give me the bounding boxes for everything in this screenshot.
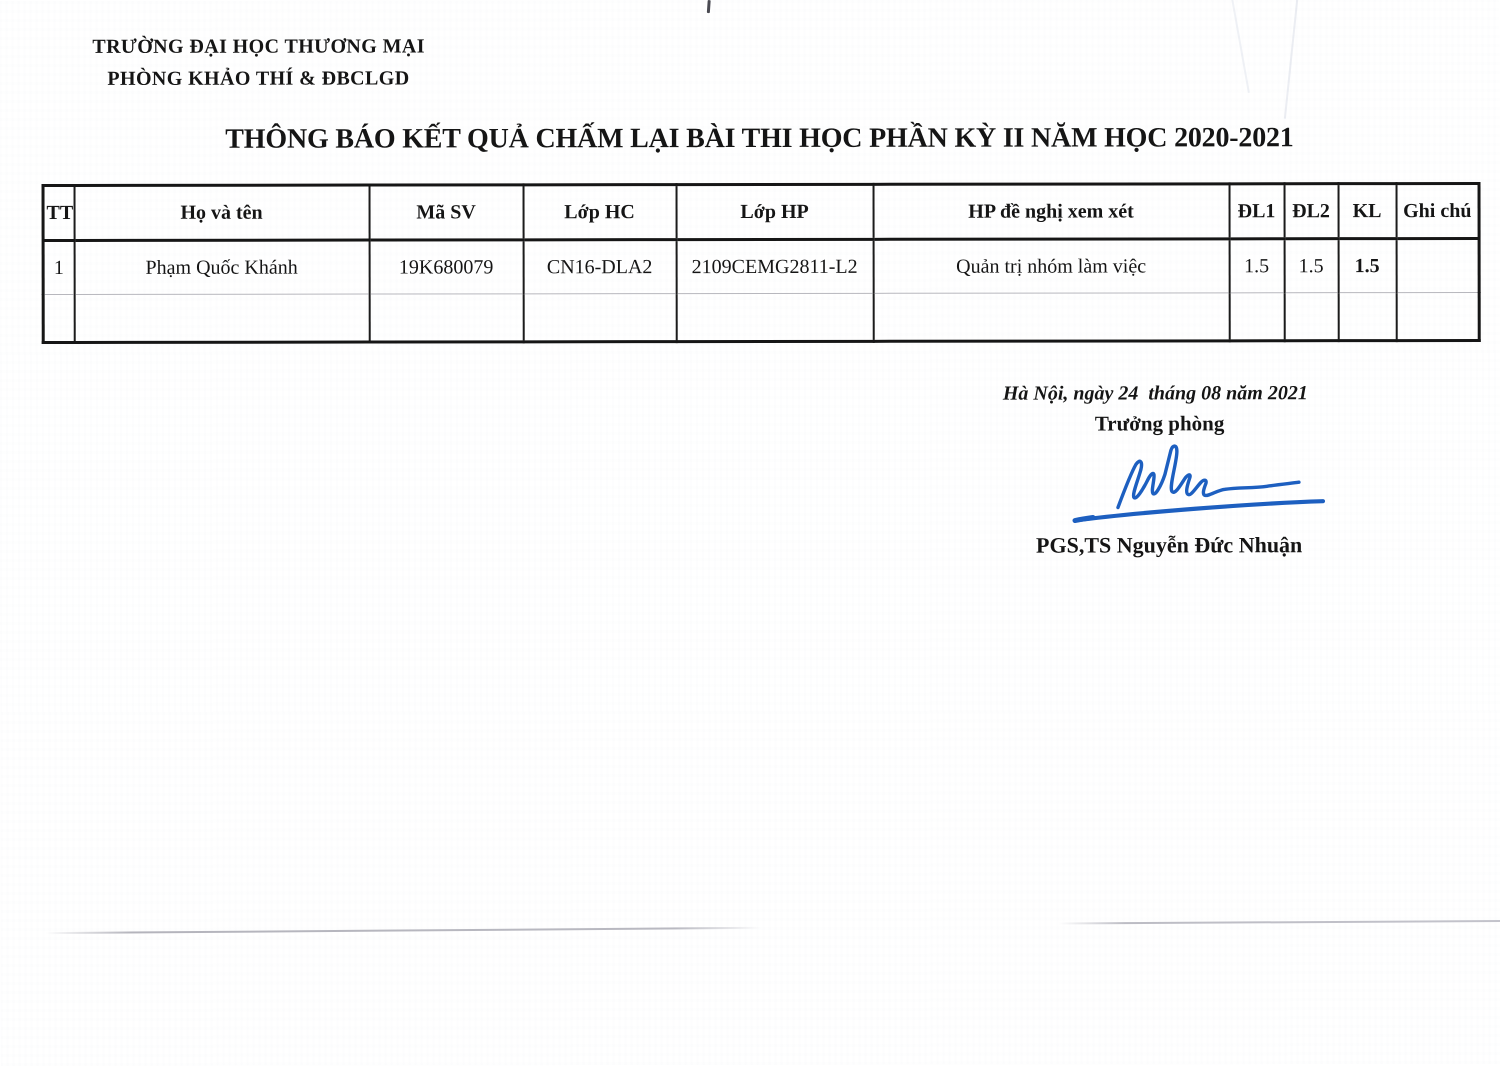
date-place-line: Hà Nội, ngày 24 tháng 08 năm 2021: [1002, 382, 1308, 405]
cell-ho-va-ten: Phạm Quốc Khánh: [74, 240, 370, 295]
cell-dl2: 1.5: [1284, 238, 1339, 293]
header-cell-hp-de-nghi: HP đề nghị xem xét: [873, 183, 1230, 240]
document-title: THÔNG BÁO KẾT QUẢ CHẤM LẠI BÀI THI HỌC P…: [225, 122, 1294, 155]
department-name: PHÒNG KHẢO THÍ & ĐBCLGD: [107, 67, 410, 90]
cell-ma-sv: [369, 293, 524, 343]
cell-lop-hc: [523, 293, 677, 342]
cell-lop-hp: 2109CEMG2811-L2: [676, 239, 874, 294]
cell-lop-hp: [676, 293, 874, 342]
cell-hp-de-nghi: Quản trị nhóm làm việc: [873, 238, 1230, 294]
regrade-results-table: TT Họ và tên Mã SV Lớp HC Lớp HP HP đề n…: [41, 181, 1481, 344]
cell-dl2: [1284, 292, 1339, 341]
cell-ghi-chu: [1396, 292, 1480, 341]
header-cell-kl: KL: [1338, 183, 1397, 239]
cell-dl1: 1.5: [1229, 238, 1285, 293]
cell-tt: 1: [43, 240, 75, 295]
signer-role: Trưởng phòng: [1094, 411, 1225, 436]
scan-artifact-line-right: [1058, 919, 1500, 925]
table-header-row: TT Họ và tên Mã SV Lớp HC Lớp HP HP đề n…: [43, 183, 1480, 241]
cell-dl1: [1229, 292, 1285, 341]
header-cell-dl1: ĐL1: [1229, 183, 1285, 239]
table-row: 1 Phạm Quốc Khánh 19K680079 CN16-DLA2 21…: [43, 238, 1480, 295]
header-cell-ghi-chu: Ghi chú: [1396, 183, 1480, 239]
cell-kl: [1338, 292, 1397, 341]
header-cell-dl2: ĐL2: [1284, 183, 1339, 239]
cell-tt: [43, 294, 75, 343]
scan-crease-mark: [1283, 0, 1299, 119]
header-cell-tt: TT: [43, 185, 75, 241]
handwritten-signature-icon: [1072, 444, 1326, 524]
cell-hp-de-nghi: [873, 292, 1230, 342]
header-cell-ho-va-ten: Họ và tên: [74, 185, 370, 241]
cell-kl: 1.5: [1338, 238, 1397, 293]
cell-ma-sv: 19K680079: [369, 239, 524, 295]
signer-name: PGS,TS Nguyễn Đức Nhuận: [1036, 532, 1303, 558]
cell-ghi-chu: [1396, 238, 1480, 293]
scan-artifact-tick: [706, 0, 711, 14]
header-cell-ma-sv: Mã SV: [369, 184, 524, 241]
header-cell-lop-hc: Lớp HC: [523, 184, 677, 240]
header-cell-lop-hp: Lớp HP: [676, 184, 874, 240]
scan-artifact-line-left: [45, 926, 761, 935]
scan-crease-mark: [1231, 0, 1250, 94]
university-name: TRƯỜNG ĐẠI HỌC THƯƠNG MẠI: [92, 35, 425, 58]
cell-ho-va-ten: [74, 294, 370, 343]
table-row-empty: [43, 292, 1480, 343]
cell-lop-hc: CN16-DLA2: [523, 239, 677, 294]
